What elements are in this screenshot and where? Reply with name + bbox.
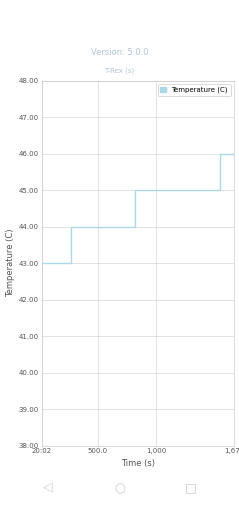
Legend: Temperature (C): Temperature (C) — [158, 84, 231, 96]
X-axis label: Time (s): Time (s) — [121, 459, 155, 468]
Y-axis label: Temperature (C): Temperature (C) — [6, 229, 15, 297]
Text: +⚡ ■ ●: +⚡ ■ ● — [10, 9, 40, 18]
Text: ○: ○ — [114, 483, 125, 495]
Text: ◁: ◁ — [43, 481, 53, 494]
Text: Back: Back — [12, 36, 40, 45]
Text: ® 67%■ 1:24: ® 67%■ 1:24 — [179, 9, 232, 18]
Text: □: □ — [185, 481, 197, 494]
Text: Results Detail: Results Detail — [76, 32, 163, 42]
Text: Version: 5.0.0: Version: 5.0.0 — [91, 47, 148, 57]
Text: T-Rex (s): T-Rex (s) — [104, 67, 135, 74]
